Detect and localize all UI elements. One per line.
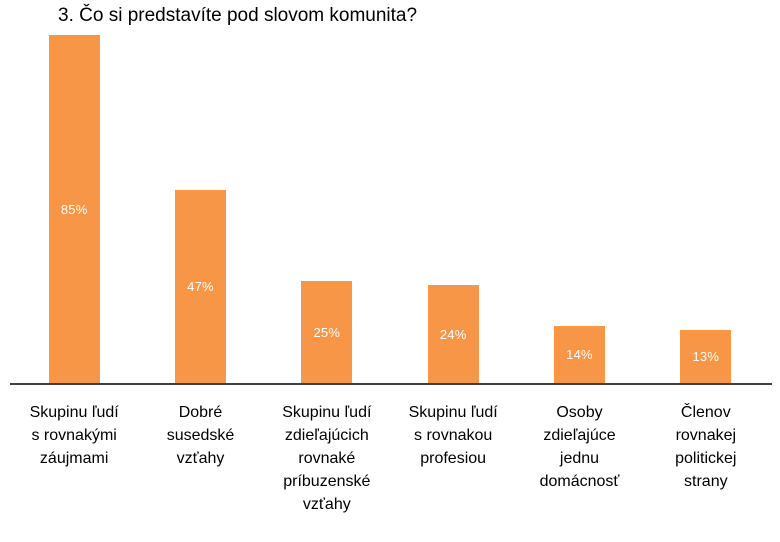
bar-column: 85% bbox=[11, 34, 137, 383]
category-label: Skupinu ľudí s rovnakými záujmami bbox=[29, 404, 119, 467]
bar-column: 47% bbox=[137, 34, 263, 383]
category-axis: Skupinu ľudí s rovnakými záujmami Dobré … bbox=[11, 401, 769, 516]
bar: 14% bbox=[553, 326, 605, 383]
bar: 47% bbox=[174, 190, 226, 383]
category-label: Skupinu ľudí zdieľajúcich rovnaké príbuz… bbox=[282, 404, 372, 513]
bar-value-label: 85% bbox=[60, 201, 88, 217]
x-axis-line bbox=[10, 383, 772, 385]
bar: 25% bbox=[301, 281, 353, 383]
bar-value-label: 24% bbox=[439, 326, 467, 342]
bar-value-label: 13% bbox=[692, 349, 720, 364]
bar-column: 24% bbox=[390, 34, 516, 383]
bar-column: 13% bbox=[643, 34, 769, 383]
bar-column: 14% bbox=[516, 34, 642, 383]
bar-value-label: 47% bbox=[187, 279, 214, 294]
bar: 85% bbox=[48, 35, 100, 383]
category-label: Členov rovnakej politickej strany bbox=[675, 404, 737, 490]
category-label: Osoby zdieľajúce jednu domácnosť bbox=[539, 404, 620, 490]
bar-value-label: 25% bbox=[313, 324, 341, 340]
plot-area: 85% 47% 25% 24% 14% 13% bbox=[11, 34, 769, 383]
bar-column: 25% bbox=[264, 34, 390, 383]
bar-value-label: 14% bbox=[566, 347, 593, 362]
category-label: Skupinu ľudí s rovnakou profesiou bbox=[408, 404, 498, 467]
bar: 24% bbox=[427, 285, 479, 383]
chart-title: 3. Čo si predstavíte pod slovom komunita… bbox=[58, 5, 418, 26]
category-label: Dobré susedské vzťahy bbox=[166, 404, 235, 467]
bar: 13% bbox=[680, 330, 732, 383]
